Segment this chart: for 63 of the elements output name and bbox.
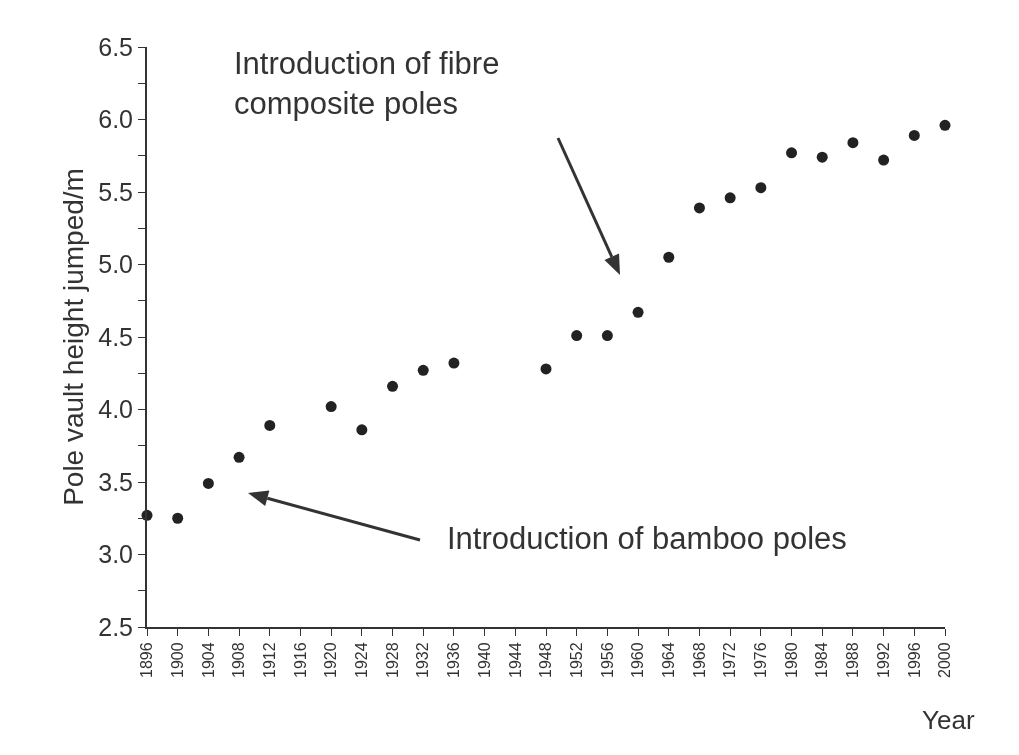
point — [878, 154, 890, 166]
x-tick-label: 1972 — [721, 642, 739, 678]
point — [571, 330, 583, 342]
text: 3.0 — [98, 540, 133, 569]
x-tick-label: 1992 — [874, 642, 892, 678]
x-tick-label: 1916 — [291, 642, 309, 678]
x-tick-label: 1952 — [567, 642, 585, 678]
point — [786, 147, 798, 159]
point — [448, 357, 460, 369]
point — [816, 151, 828, 163]
point — [847, 137, 859, 149]
point — [724, 192, 736, 204]
x-tick-label: 1988 — [844, 642, 862, 678]
annotation: Introduction of bamboo poles — [447, 521, 847, 556]
x-tick-label: 1976 — [752, 642, 770, 678]
x-tick-label: 1912 — [260, 642, 278, 678]
point — [540, 363, 552, 375]
point — [233, 451, 245, 463]
point — [755, 182, 767, 194]
x-tick-label: 1896 — [138, 642, 156, 678]
x-tick-label: 1924 — [353, 642, 371, 678]
x-tick-label: 1968 — [690, 642, 708, 678]
annotation: Introduction of fibre composite poles — [234, 46, 500, 122]
text: 4.0 — [98, 395, 133, 424]
point — [417, 364, 429, 376]
x-tick-label: 1980 — [782, 642, 800, 678]
x-tick-label: 2000 — [936, 642, 954, 678]
x-axis-title: Year — [922, 705, 975, 735]
text: 5.0 — [98, 250, 133, 279]
x-tick-label: 1932 — [414, 642, 432, 678]
point — [325, 401, 337, 413]
x-tick-label: 1920 — [322, 642, 340, 678]
point — [939, 119, 951, 131]
point — [632, 306, 644, 318]
x-tick-label: 1956 — [598, 642, 616, 678]
y-tick-label: 4.5 — [98, 322, 133, 351]
x-tick-label: 1960 — [629, 642, 647, 678]
point — [387, 380, 399, 392]
y-tick-label: 3.5 — [98, 467, 133, 496]
point — [601, 330, 613, 342]
text: 6.0 — [98, 105, 133, 134]
point — [908, 129, 920, 141]
point — [356, 424, 368, 436]
y-tick-label: 6.5 — [98, 32, 133, 61]
x-tick-label: 1944 — [506, 642, 524, 678]
y-axis-title: Pole vault height jumped/m — [58, 168, 90, 506]
x-tick-label: 1940 — [475, 642, 493, 678]
x-tick-label: 1904 — [199, 642, 217, 678]
x-tick-label: 1936 — [445, 642, 463, 678]
x-tick-label: 1928 — [383, 642, 401, 678]
point — [693, 202, 705, 214]
x-tick-label: 1948 — [537, 642, 555, 678]
point — [663, 251, 675, 263]
y-tick-label: 5.5 — [98, 177, 133, 206]
x-tick-label: 1908 — [230, 642, 248, 678]
x-tick-label: 1984 — [813, 642, 831, 678]
point — [264, 419, 276, 431]
x-tick-label: 1900 — [168, 642, 186, 678]
x-tick-label: 1964 — [659, 642, 677, 678]
point — [202, 477, 214, 489]
x-tick-label: 1996 — [905, 642, 923, 678]
point — [172, 512, 184, 524]
y-tick-label: 2.5 — [98, 612, 133, 641]
